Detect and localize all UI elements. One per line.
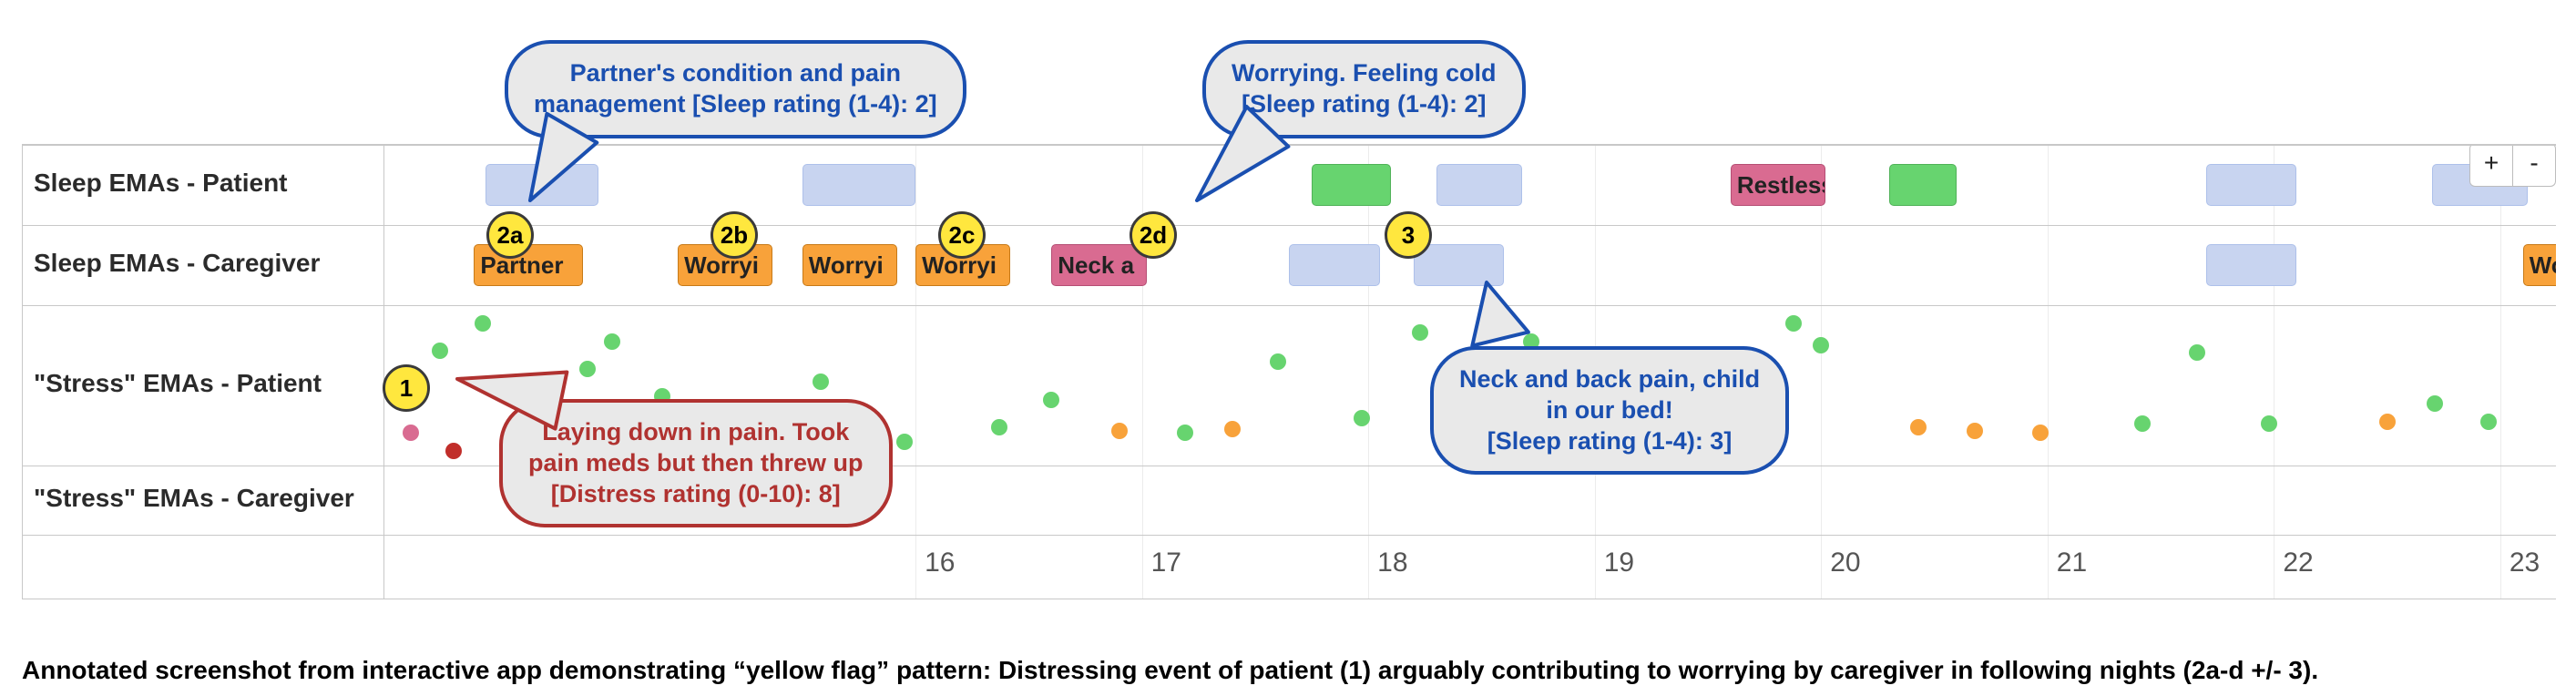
callout-line: Neck and back pain, child [1459,364,1760,395]
annotation-badge-2b: 2b [710,211,758,259]
annotation-overlay: Partner's condition and painmanagement [… [0,0,2576,696]
callout-line: [Sleep rating (1-4): 2] [1232,89,1497,120]
callout-line: in our bed! [1459,395,1760,426]
callout-line: Partner's condition and pain [534,58,937,89]
callout-line: Laying down in pain. Took [528,417,864,448]
annotation-badge-2a: 2a [486,211,534,259]
annotation-badge-2c: 2c [938,211,986,259]
callout-c2d: Worrying. Feeling cold[Sleep rating (1-4… [1202,40,1526,138]
figure-root: 1617181920212223March 2031RestlessPartne… [0,0,2576,696]
annotation-badge-1: 1 [383,364,430,412]
callout-line: management [Sleep rating (1-4): 2] [534,89,937,120]
callout-line: pain meds but then threw up [528,448,864,479]
callout-line: Worrying. Feeling cold [1232,58,1497,89]
figure-caption: Annotated screenshot from interactive ap… [22,656,2318,685]
callout-line: [Sleep rating (1-4): 3] [1459,426,1760,457]
annotation-badge-3: 3 [1385,211,1432,259]
callout-c3: Neck and back pain, childin our bed![Sle… [1430,346,1789,475]
callout-c1: Laying down in pain. Tookpain meds but t… [499,399,893,527]
annotation-badge-2d: 2d [1130,211,1177,259]
callout-c2a: Partner's condition and painmanagement [… [505,40,966,138]
callout-line: [Distress rating (0-10): 8] [528,479,864,510]
